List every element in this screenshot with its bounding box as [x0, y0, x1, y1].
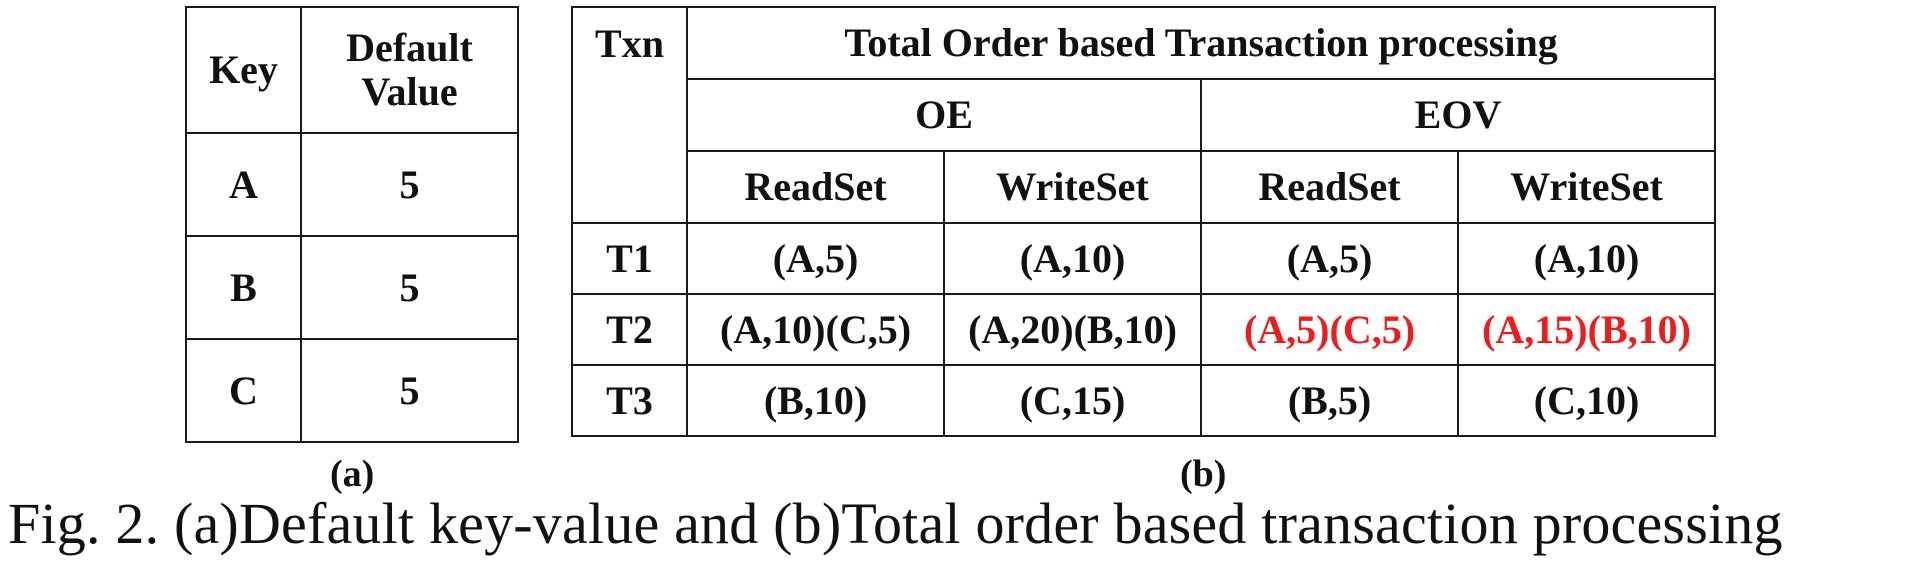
- key-cell: A: [185, 132, 302, 237]
- txn-cell: T1: [571, 222, 688, 295]
- oe-writeset-cell: (A,20)(B,10): [943, 293, 1202, 366]
- table-row: C 5: [185, 338, 519, 443]
- key-cell: C: [185, 338, 302, 443]
- table-b-title: Total Order based Transaction processing: [685, 6, 1717, 80]
- subfigure-label-a: (a): [330, 453, 375, 495]
- header-txn: Txn: [571, 6, 688, 224]
- value-cell: 5: [300, 235, 519, 340]
- eov-readset-cell-highlighted: (A,5)(C,5): [1200, 293, 1459, 366]
- subheader-eov-writeset: WriteSet: [1456, 150, 1717, 224]
- eov-writeset-cell: (A,10): [1456, 222, 1717, 295]
- oe-readset-cell: (A,5): [686, 222, 945, 295]
- oe-writeset-cell: (A,10): [943, 222, 1202, 295]
- subfigure-label-b: (b): [1180, 453, 1227, 495]
- transaction-processing-table: Txn Total Order based Transaction proces…: [571, 6, 1717, 437]
- eov-writeset-cell-highlighted: (A,15)(B,10): [1456, 293, 1717, 366]
- subheader-eov-readset: ReadSet: [1200, 150, 1459, 224]
- table-row: B 5: [185, 235, 519, 340]
- header-default-value: Default Value: [300, 6, 519, 134]
- table-row: T1 (A,5) (A,10) (A,5) (A,10): [571, 222, 1717, 295]
- default-key-value-table: Key Default Value A 5 B 5 C 5: [185, 6, 519, 443]
- table-row: T2 (A,10)(C,5) (A,20)(B,10) (A,5)(C,5) (…: [571, 293, 1717, 366]
- oe-readset-cell: (B,10): [686, 364, 945, 437]
- oe-readset-cell: (A,10)(C,5): [686, 293, 945, 366]
- table-b-title-row: Txn Total Order based Transaction proces…: [571, 6, 1717, 224]
- oe-writeset-cell: (C,15): [943, 364, 1202, 437]
- table-b-subheader-row: ReadSet WriteSet ReadSet WriteSet: [572, 150, 1717, 224]
- eov-writeset-cell: (C,10): [1456, 364, 1717, 437]
- subheader-oe-writeset: WriteSet: [943, 150, 1202, 224]
- table-b-group-row: OE EOV: [572, 78, 1717, 152]
- eov-readset-cell: (A,5): [1200, 222, 1459, 295]
- table-a-header-row: Key Default Value: [185, 6, 519, 134]
- value-cell: 5: [300, 132, 519, 237]
- value-cell: 5: [300, 338, 519, 443]
- figure-caption: Fig. 2. (a)Default key-value and (b)Tota…: [8, 491, 1783, 556]
- txn-cell: T3: [571, 364, 688, 437]
- subheader-oe-readset: ReadSet: [686, 150, 945, 224]
- table-row: T3 (B,10) (C,15) (B,5) (C,10): [571, 364, 1717, 437]
- group-oe: OE: [686, 78, 1202, 152]
- group-eov: EOV: [1199, 78, 1717, 152]
- key-cell: B: [185, 235, 302, 340]
- txn-cell: T2: [571, 293, 688, 366]
- table-row: A 5: [185, 132, 519, 237]
- eov-readset-cell: (B,5): [1200, 364, 1459, 437]
- header-key: Key: [185, 6, 302, 134]
